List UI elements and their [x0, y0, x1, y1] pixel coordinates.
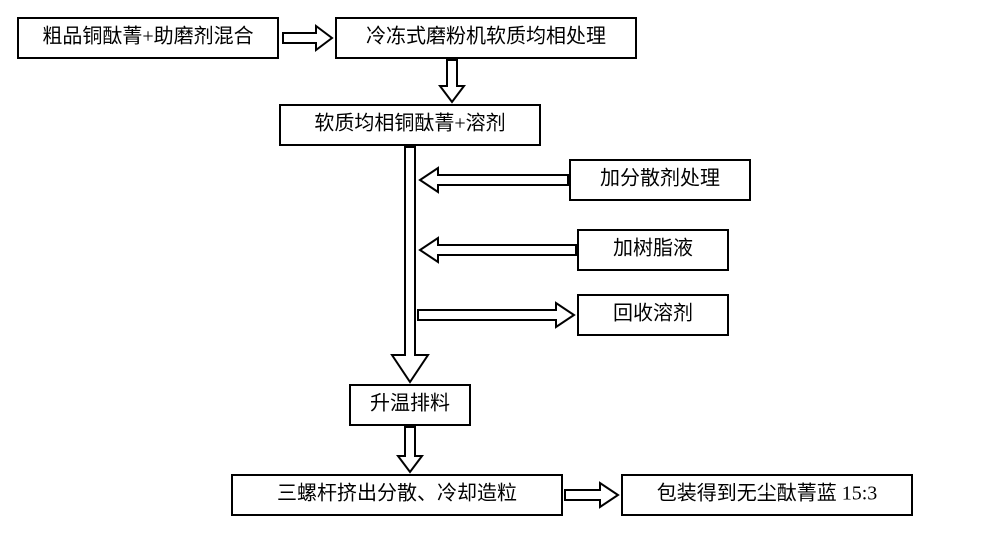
- node-n4: 加分散剂处理: [570, 160, 750, 200]
- edge-n2-n3: [440, 60, 464, 102]
- node-n9-label: 包装得到无尘酞菁蓝 15:3: [657, 482, 878, 505]
- flowchart-canvas: 粗品铜酞菁+助磨剂混合 冷冻式磨粉机软质均相处理 软质均相铜酞菁+溶剂 加分散剂…: [0, 0, 1000, 546]
- node-n2: 冷冻式磨粉机软质均相处理: [336, 18, 636, 58]
- node-n6-label: 回收溶剂: [613, 302, 693, 325]
- node-n9: 包装得到无尘酞菁蓝 15:3: [622, 475, 912, 515]
- node-n1-label: 粗品铜酞菁+助磨剂混合: [42, 25, 253, 48]
- node-n3: 软质均相铜酞菁+溶剂: [280, 105, 540, 145]
- node-n5: 加树脂液: [578, 230, 728, 270]
- node-n8-label: 三螺杆挤出分散、冷却造粒: [277, 482, 517, 505]
- edge-n5-main: [420, 238, 576, 262]
- node-n4-label: 加分散剂处理: [600, 167, 720, 190]
- node-n8: 三螺杆挤出分散、冷却造粒: [232, 475, 562, 515]
- node-n5-label: 加树脂液: [613, 237, 693, 260]
- node-n3-label: 软质均相铜酞菁+溶剂: [314, 112, 505, 135]
- edge-n1-n2: [283, 26, 332, 50]
- node-n1: 粗品铜酞菁+助磨剂混合: [18, 18, 278, 58]
- edge-n4-main: [420, 168, 568, 192]
- edge-n8-n9: [565, 483, 618, 507]
- node-n7-label: 升温排料: [370, 392, 450, 415]
- node-n2-label: 冷冻式磨粉机软质均相处理: [366, 25, 606, 48]
- node-n7: 升温排料: [350, 385, 470, 425]
- edge-n7-n8: [398, 427, 422, 472]
- node-n6: 回收溶剂: [578, 295, 728, 335]
- edge-main-n6: [418, 303, 574, 327]
